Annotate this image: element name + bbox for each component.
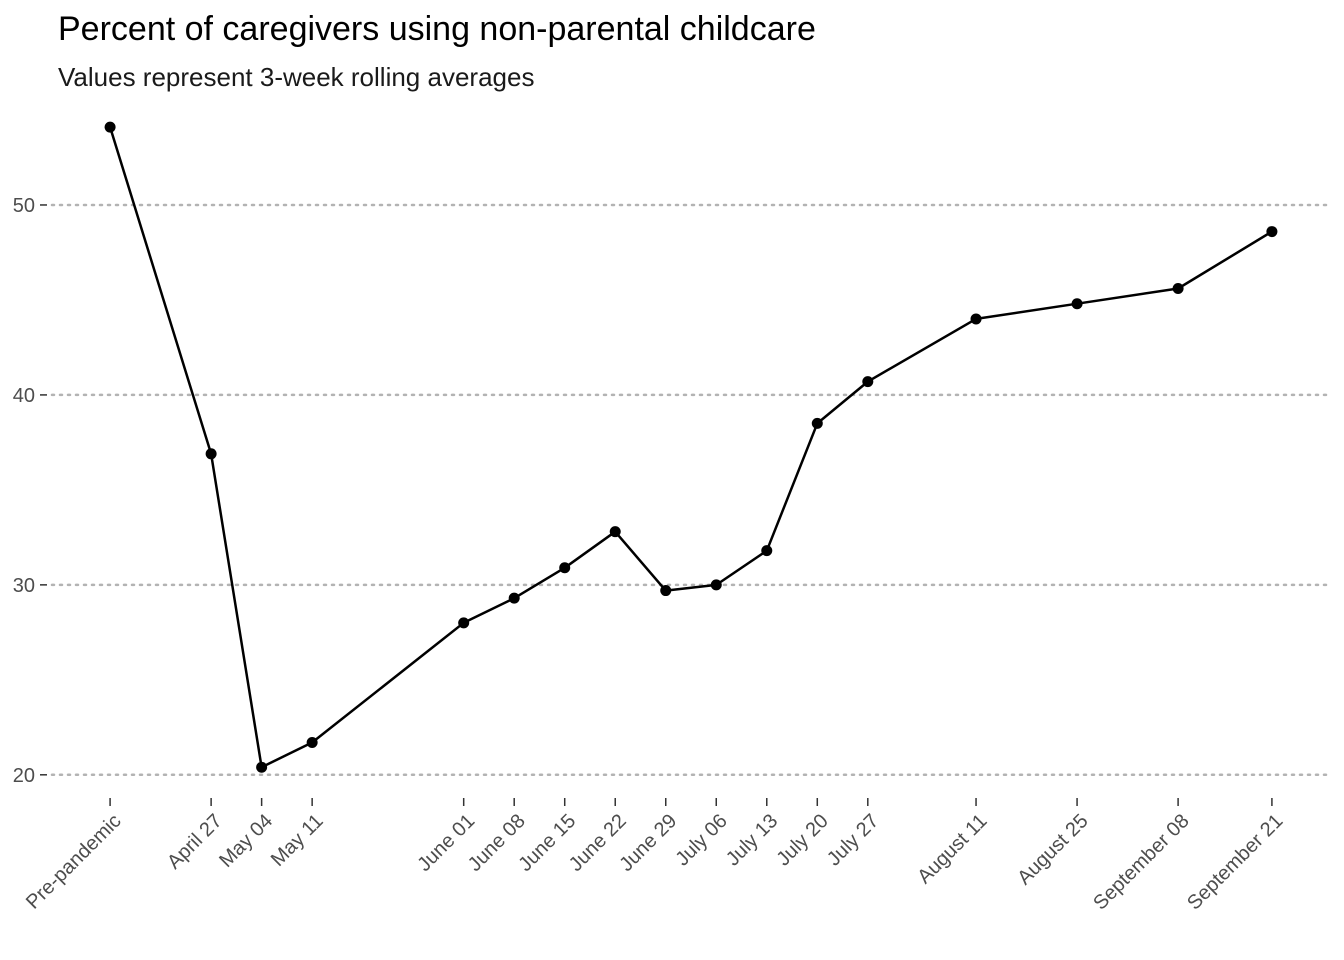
x-tick-label: April 27 [163,810,227,874]
x-tick-label: July 06 [671,810,731,870]
series-line [108,126,1273,769]
data-point [1172,283,1184,295]
y-tick-label: 20 [13,765,35,787]
x-tick-label: May 04 [215,810,277,872]
x-tick-label: June 29 [615,810,681,876]
data-point [811,417,823,429]
x-tick-label: May 11 [267,810,328,871]
x-tick-label: September 08 [1089,810,1193,914]
data-point [1266,226,1278,238]
x-tick-label: August 25 [1013,810,1092,889]
x-tick-label: July 27 [823,810,883,870]
data-point [862,376,874,388]
x-tick-label: August 11 [913,810,991,888]
x-tick-label: September 21 [1183,810,1287,914]
chart-subtitle: Values represent 3-week rolling averages [58,62,535,92]
data-point [104,121,116,133]
data-point [710,579,722,591]
series [104,121,1278,773]
y-tick-label: 40 [13,385,35,407]
data-point [660,585,672,597]
x-tick-label: July 20 [772,810,832,870]
chart-title: Percent of caregivers using non-parental… [58,10,816,48]
data-point [609,526,621,538]
x-tick-label: Pre-pandemic [22,810,126,914]
data-point [508,592,520,604]
data-point [205,448,217,460]
data-point [458,617,470,629]
data-point [559,562,571,574]
data-point [970,313,982,325]
data-point [1071,298,1083,310]
y-tick-label: 50 [13,195,35,217]
data-point [761,545,773,557]
data-point [306,737,318,749]
data-point [256,761,268,773]
y-tick-label: 30 [13,575,35,597]
y-axis: 20 30 40 50 [13,195,47,787]
x-tick-label: July 13 [722,810,782,870]
gridlines [50,203,1332,777]
